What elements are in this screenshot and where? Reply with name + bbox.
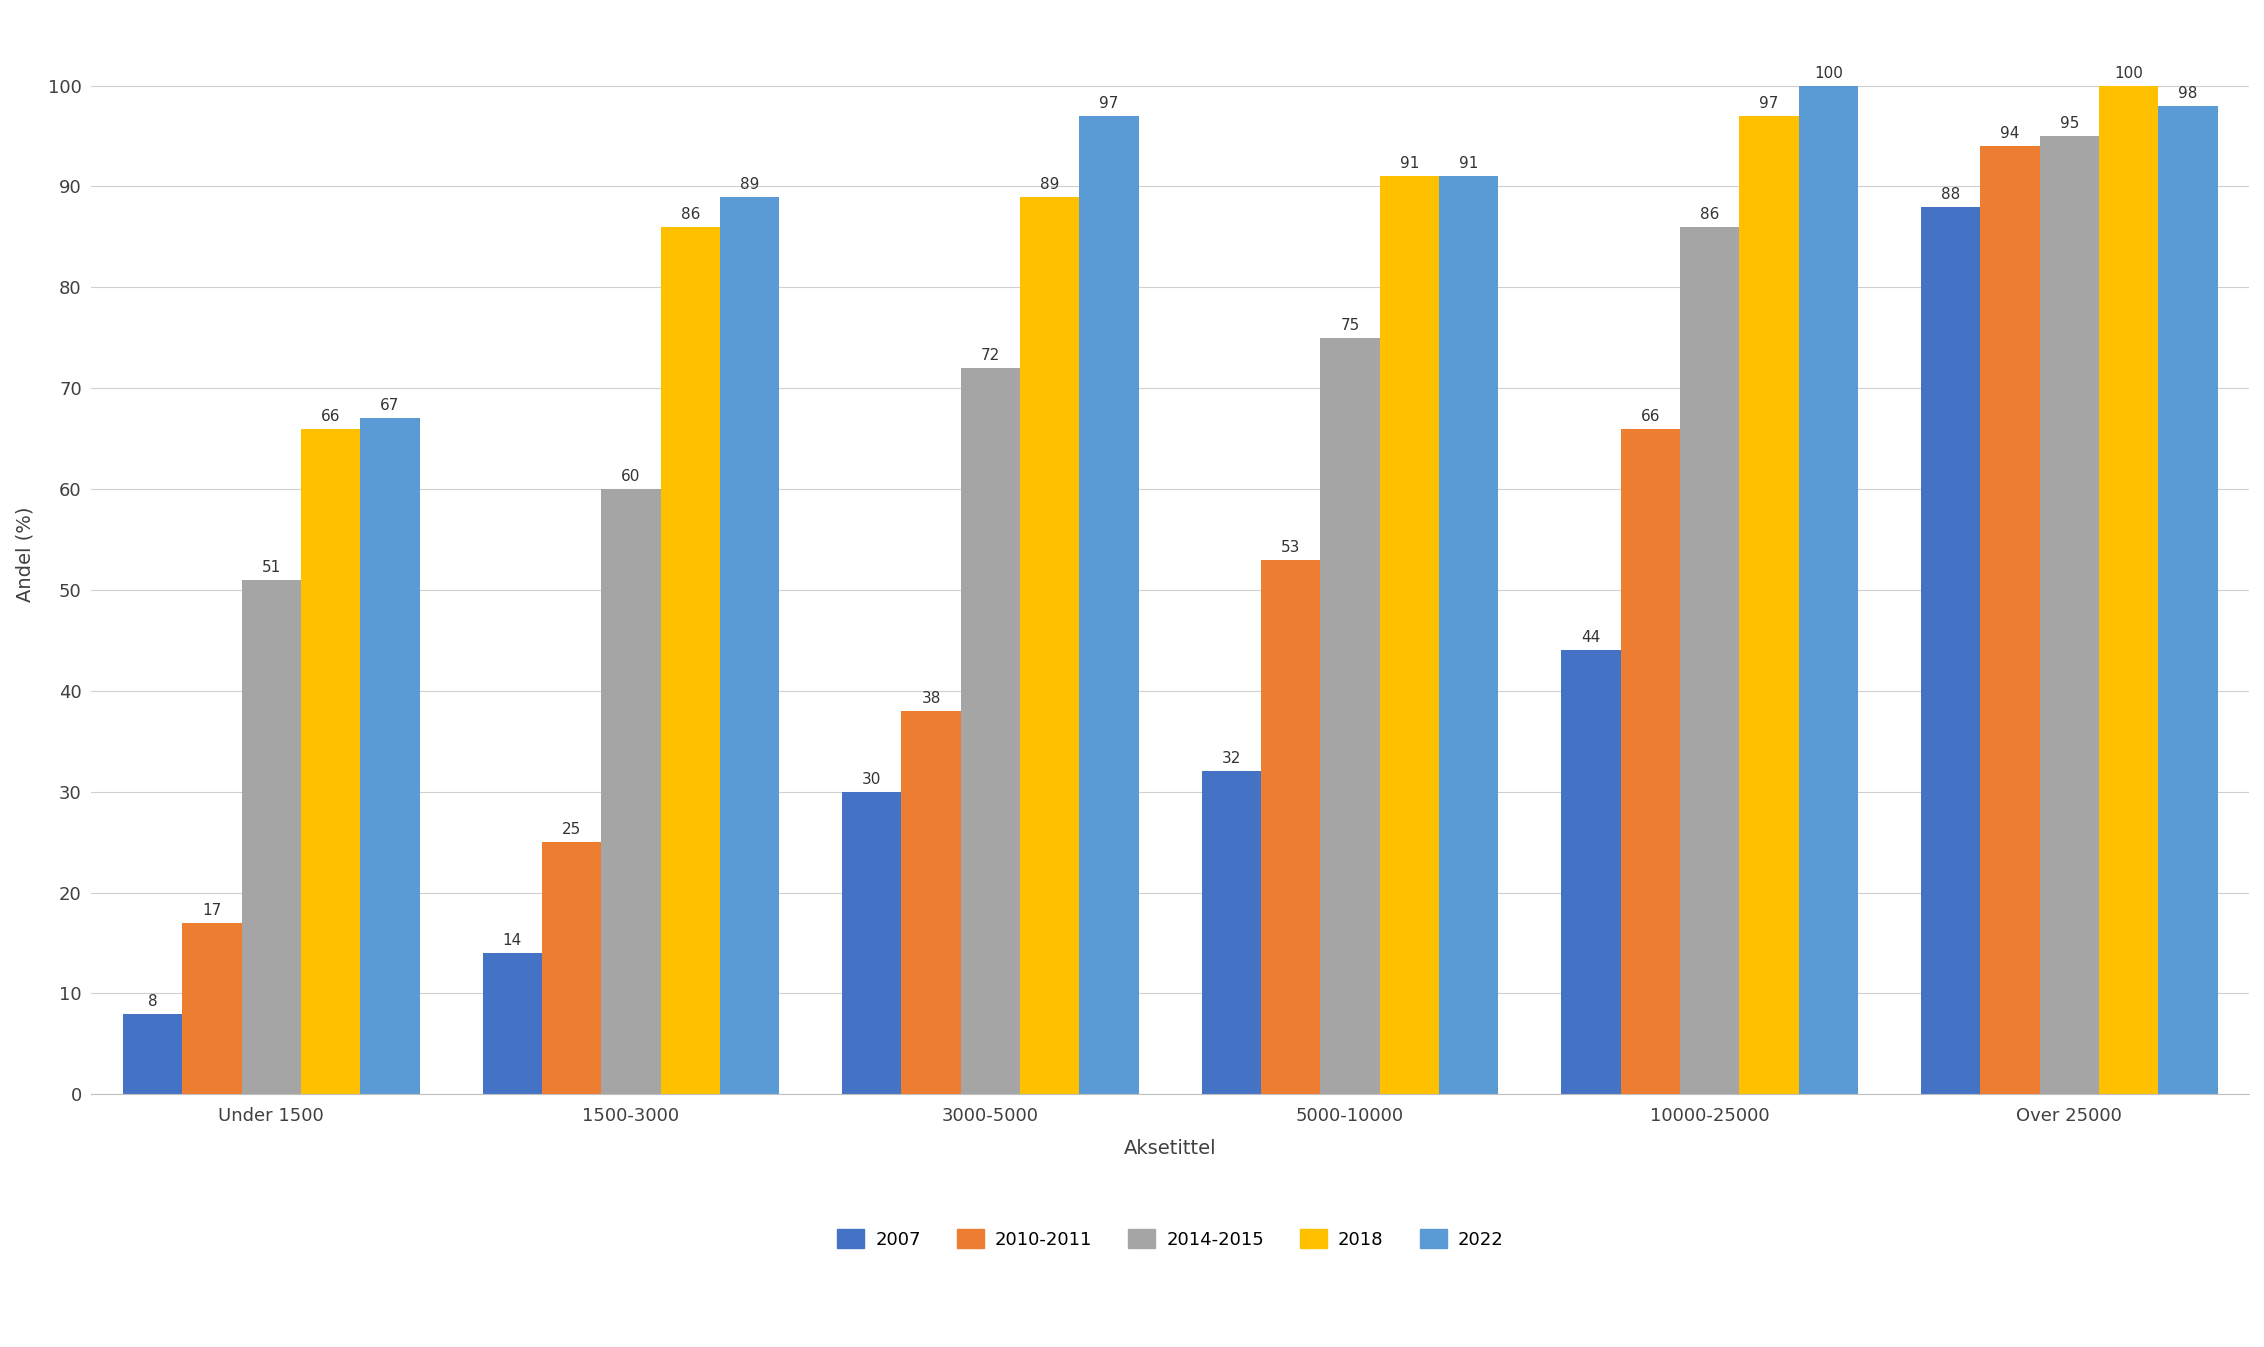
Text: 89: 89	[740, 176, 758, 191]
Text: 66: 66	[321, 408, 340, 423]
Text: 100: 100	[2115, 66, 2144, 81]
Text: 53: 53	[1281, 540, 1300, 555]
Bar	[1981, 145, 2040, 1094]
Text: 94: 94	[1999, 127, 2019, 141]
Bar	[482, 954, 541, 1094]
Text: 100: 100	[1813, 66, 1843, 81]
Text: 88: 88	[1940, 187, 1961, 202]
Text: 51: 51	[263, 560, 281, 575]
Bar	[901, 711, 960, 1094]
Text: 14: 14	[503, 933, 521, 948]
Text: 25: 25	[561, 822, 582, 836]
Bar	[1562, 651, 1621, 1094]
Text: 38: 38	[921, 691, 942, 706]
Bar	[183, 923, 242, 1094]
Bar	[1021, 197, 1080, 1094]
Text: 44: 44	[1580, 630, 1601, 645]
Text: 91: 91	[1458, 156, 1478, 171]
Text: 95: 95	[2060, 116, 2078, 131]
Bar	[122, 1013, 183, 1094]
Text: 86: 86	[1700, 207, 1718, 222]
Text: 75: 75	[1340, 318, 1361, 333]
Text: 97: 97	[1100, 96, 1118, 110]
X-axis label: Aksetittel: Aksetittel	[1123, 1140, 1216, 1158]
Bar	[1621, 428, 1680, 1094]
Legend: 2007, 2010-2011, 2014-2015, 2018, 2022: 2007, 2010-2011, 2014-2015, 2018, 2022	[831, 1222, 1510, 1255]
Text: 86: 86	[681, 207, 700, 222]
Bar	[1261, 559, 1320, 1094]
Y-axis label: Andel (%): Andel (%)	[16, 506, 34, 602]
Text: 72: 72	[980, 348, 1001, 362]
Bar	[602, 489, 661, 1094]
Bar	[541, 842, 602, 1094]
Bar	[1320, 338, 1379, 1094]
Bar	[1680, 226, 1739, 1094]
Bar	[960, 368, 1021, 1094]
Text: 17: 17	[201, 902, 222, 917]
Text: 30: 30	[863, 772, 881, 787]
Bar	[1739, 116, 1798, 1094]
Text: 32: 32	[1223, 752, 1241, 766]
Bar	[2158, 106, 2216, 1094]
Bar	[1798, 86, 1859, 1094]
Text: 91: 91	[1399, 156, 1420, 171]
Bar	[1379, 176, 1440, 1094]
Text: 8: 8	[147, 994, 158, 1009]
Bar	[2040, 136, 2099, 1094]
Text: 67: 67	[380, 399, 401, 414]
Text: 89: 89	[1039, 176, 1060, 191]
Bar	[2099, 86, 2158, 1094]
Bar	[242, 579, 301, 1094]
Bar	[1920, 206, 1981, 1094]
Bar	[842, 792, 901, 1094]
Bar	[301, 428, 360, 1094]
Bar	[1080, 116, 1139, 1094]
Bar	[720, 197, 779, 1094]
Bar	[1440, 176, 1499, 1094]
Bar	[360, 419, 419, 1094]
Text: 97: 97	[1759, 96, 1780, 110]
Text: 98: 98	[2178, 86, 2198, 101]
Bar	[661, 226, 720, 1094]
Bar	[1202, 772, 1261, 1094]
Text: 66: 66	[1641, 408, 1660, 423]
Text: 60: 60	[620, 469, 641, 484]
